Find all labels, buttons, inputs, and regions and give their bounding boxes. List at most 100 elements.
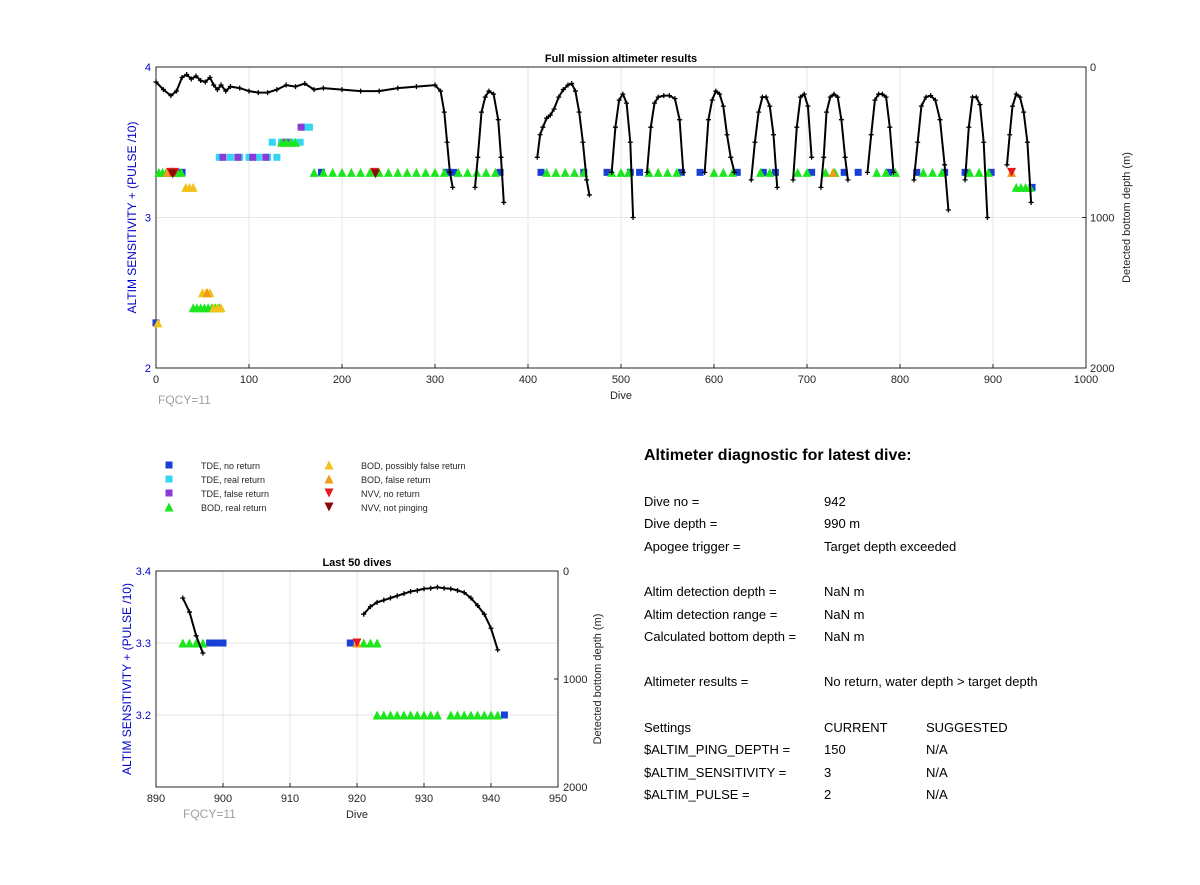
depth-point — [818, 184, 824, 190]
depth-point — [395, 85, 401, 91]
legend-label: TDE, no return — [201, 461, 260, 471]
marker-tde-real-return — [215, 153, 223, 161]
diag-row-label: Altim detection depth = — [644, 584, 777, 599]
y2-tick-label: 0 — [563, 566, 569, 578]
marker-bod-real-return — [406, 710, 416, 720]
last-50-dives-chart: 890 900 910 920 930 940 950 3.2 3.3 3.4 0 1000 2000 L… — [120, 557, 604, 821]
settings-header: Settings — [644, 720, 691, 735]
depth-point — [367, 604, 373, 610]
x-tick-label: 800 — [891, 374, 909, 386]
depth-point — [627, 139, 633, 145]
depth-point — [180, 595, 186, 601]
depth-point — [616, 97, 622, 103]
chart-title: Full mission altimeter results — [545, 53, 697, 65]
diag-row-value: No return, water depth > target depth — [824, 674, 1038, 689]
depth-point — [179, 75, 185, 81]
depth-point — [717, 91, 723, 97]
depth-point — [472, 184, 478, 190]
y2-tick-label: 1000 — [563, 674, 587, 686]
depth-point — [1024, 139, 1030, 145]
depth-point — [620, 91, 626, 97]
y2-axis-label: Detected bottom depth (m) — [592, 614, 604, 745]
marker-tde-no-return — [913, 168, 921, 176]
legend-label: TDE, real return — [201, 475, 265, 485]
depth-point — [868, 132, 874, 138]
marker-bod-real-return — [793, 167, 803, 177]
x-tick-label: 910 — [281, 793, 299, 805]
depth-point — [918, 103, 924, 109]
marker-bod-real-return — [481, 167, 491, 177]
marker-bod-real-return — [309, 167, 319, 177]
marker-tde-no-return — [854, 168, 862, 176]
legend-marker-bod-real-return — [164, 502, 174, 512]
legend-marker-bod-possibly-false-return — [324, 460, 334, 470]
marker-tde-no-return — [450, 168, 458, 176]
depth-point — [731, 169, 737, 175]
marker-bod-real-return — [453, 710, 462, 720]
depth-point — [774, 184, 780, 190]
depth-point — [450, 184, 456, 190]
marker-bod-real-return — [718, 167, 728, 177]
legend-label: BOD, false return — [361, 475, 431, 485]
depth-point — [193, 633, 199, 639]
depth-point — [207, 75, 213, 81]
depth-point — [790, 177, 796, 183]
depth-point — [630, 215, 636, 220]
x-tick-label: 930 — [415, 793, 433, 805]
marker-bod-real-return — [493, 710, 503, 720]
marker-tde-no-return — [219, 639, 227, 647]
depth-point — [361, 611, 367, 617]
legend: TDE, no return TDE, real return TDE, false… — [164, 460, 466, 513]
depth-point — [890, 169, 896, 175]
marker-tde-no-return — [885, 168, 893, 176]
depth-point — [311, 87, 317, 93]
x-tick-label: 900 — [214, 793, 232, 805]
x-tick-label: 400 — [519, 374, 537, 386]
depth-point — [609, 169, 615, 175]
depth-point — [805, 103, 811, 109]
depth-point — [540, 124, 546, 130]
setting-current: 2 — [824, 787, 832, 802]
depth-point — [835, 94, 841, 100]
depth-point — [468, 595, 474, 601]
depth-point — [302, 81, 308, 87]
depth-point — [661, 93, 667, 99]
depth-point — [644, 169, 650, 175]
legend-marker-tde-real-return — [165, 475, 173, 483]
setting-name: $ALTIM_PULSE = — [644, 787, 750, 802]
depth-point — [713, 88, 719, 94]
marker-bod-real-return — [490, 167, 500, 177]
depth-point — [283, 82, 289, 88]
depth-point — [580, 139, 586, 145]
marker-bod-real-return — [365, 167, 375, 177]
marker-bod-real-return — [372, 638, 382, 648]
marker-tde-real-return — [226, 153, 234, 161]
marker-bod-real-return — [419, 710, 429, 720]
depth-point — [381, 597, 387, 603]
marker-bod-false-return — [162, 167, 172, 177]
depth-point — [584, 177, 590, 183]
legend-marker-tde-no-return — [165, 461, 173, 469]
depth-point — [824, 109, 830, 115]
depth-point — [448, 586, 454, 592]
marker-bod-real-return — [560, 167, 570, 177]
marker-bod-real-return — [709, 167, 719, 177]
legend-label: BOD, real return — [201, 503, 267, 513]
depth-point — [479, 109, 484, 115]
depth-point — [576, 109, 582, 115]
y-tick-label: 3 — [145, 213, 151, 225]
depth-point — [551, 106, 557, 112]
marker-tde-false-return — [297, 123, 305, 131]
depth-point — [255, 90, 261, 96]
depth-point — [274, 87, 280, 93]
depth-point — [1007, 132, 1013, 138]
depth-point — [984, 215, 990, 220]
marker-bod-real-return — [965, 167, 975, 177]
depth-point — [1017, 94, 1023, 100]
marker-tde-no-return — [759, 168, 767, 176]
depth-point — [501, 199, 507, 205]
marker-tde-real-return — [305, 123, 313, 131]
depth-point — [441, 585, 447, 591]
depth-point — [756, 109, 762, 115]
